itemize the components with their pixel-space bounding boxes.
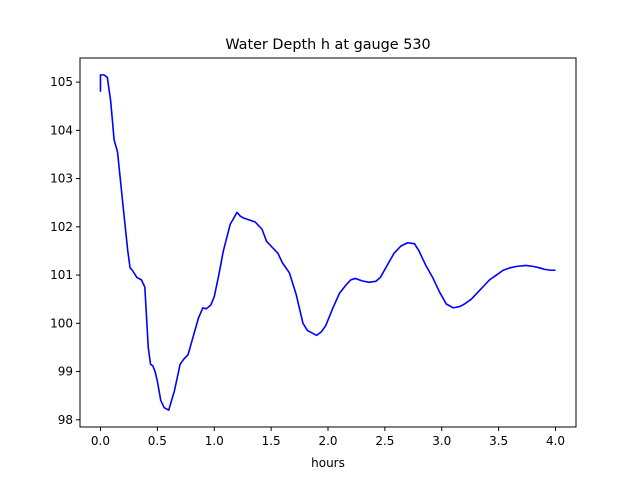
y-tick-label: 98 — [58, 413, 73, 427]
x-tick-label: 3.0 — [432, 434, 451, 448]
y-tick-label: 102 — [50, 220, 73, 234]
x-tick-label: 0.0 — [91, 434, 110, 448]
y-tick-label: 103 — [50, 172, 73, 186]
y-axis: 98 99 100 101 102 103 104 105 — [50, 75, 80, 427]
x-tick-label: 3.5 — [489, 434, 508, 448]
chart-title: Water Depth h at gauge 530 — [225, 37, 430, 53]
x-axis-label: hours — [311, 456, 345, 470]
series-line-0 — [99, 74, 556, 411]
x-axis: 0.0 0.5 1.0 1.5 2.0 2.5 3.0 3.5 4.0 — [91, 427, 565, 448]
y-tick-label: 100 — [50, 316, 73, 330]
y-tick-label: 101 — [50, 268, 73, 282]
y-tick-label: 104 — [50, 123, 73, 137]
x-tick-label: 0.5 — [148, 434, 167, 448]
y-tick-label: 99 — [58, 365, 73, 379]
x-tick-label: 1.5 — [262, 434, 281, 448]
x-tick-label: 1.0 — [205, 434, 224, 448]
y-tick-label: 105 — [50, 75, 73, 89]
x-tick-label: 2.5 — [375, 434, 394, 448]
x-tick-label: 4.0 — [546, 434, 565, 448]
x-tick-label: 2.0 — [318, 434, 337, 448]
plot-layer — [99, 74, 556, 411]
